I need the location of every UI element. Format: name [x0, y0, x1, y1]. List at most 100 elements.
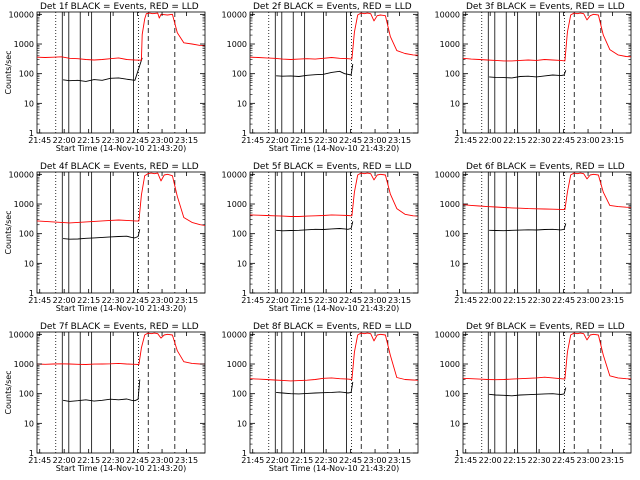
- panel-det-4f: Det 4f BLACK = Events, RED = LLD 21:45 22:…: [0, 160, 213, 320]
- x-tick-label: 22:00: [479, 136, 502, 145]
- series-line-events: [63, 57, 143, 82]
- x-axis-label: Start Time (14-Nov-10 21:43:20): [269, 304, 399, 313]
- x-tick-label: 23:00: [151, 296, 174, 305]
- series-line-events: [63, 379, 141, 402]
- y-tick-label: 1: [455, 129, 460, 138]
- chart-title: Det 9f BLACK = Events, RED = LLD: [466, 322, 625, 332]
- series-line-events: [489, 387, 567, 397]
- y-tick-label: 10: [237, 259, 247, 268]
- x-tick-label: 21:45: [28, 136, 51, 145]
- x-tick-label: 22:30: [315, 296, 338, 305]
- plot-area: [463, 332, 631, 453]
- y-tick-label: 100: [445, 70, 460, 79]
- x-tick-label: 22:00: [266, 456, 289, 465]
- x-tick-label: 22:00: [266, 296, 289, 305]
- y-tick-label: 10: [450, 259, 460, 268]
- y-axis-label: Counts/sec: [4, 370, 13, 414]
- y-tick-label: 100: [232, 230, 247, 239]
- series-line-events: [276, 64, 354, 77]
- x-tick-label: 23:15: [601, 456, 624, 465]
- x-tick-label: 22:30: [102, 296, 125, 305]
- y-tick-label: 1000: [227, 360, 247, 369]
- x-tick-label: 23:15: [175, 456, 198, 465]
- x-tick-label: 21:45: [241, 456, 264, 465]
- y-tick-label: 1: [242, 449, 247, 458]
- y-tick-label: 10: [237, 99, 247, 108]
- x-tick-label: 22:45: [552, 136, 575, 145]
- plot-frame: [249, 331, 419, 454]
- series-line-lld: [37, 12, 205, 61]
- series-line-events: [276, 381, 354, 395]
- x-tick-label: 22:45: [552, 296, 575, 305]
- y-tick-label: 1: [29, 449, 34, 458]
- panel-det-9f: Det 9f BLACK = Events, RED = LLD 21:45 22:…: [426, 320, 639, 480]
- x-axis-label: Start Time (14-Nov-10 21:43:20): [56, 144, 186, 153]
- y-tick-label: 1000: [440, 200, 460, 209]
- x-tick-label: 22:15: [503, 296, 526, 305]
- y-tick-label: 100: [232, 70, 247, 79]
- x-tick-label: 23:00: [577, 136, 600, 145]
- y-tick-label: 100: [19, 390, 34, 399]
- x-tick-label: 22:15: [503, 136, 526, 145]
- chart-title: Det 7f BLACK = Events, RED = LLD: [40, 322, 199, 332]
- y-tick-label: 10000: [435, 170, 460, 179]
- plot-area: [37, 12, 205, 133]
- x-tick-label: 22:30: [528, 136, 551, 145]
- x-tick-label: 22:15: [503, 456, 526, 465]
- y-tick-label: 10: [237, 419, 247, 428]
- panel-det-2f: Det 2f BLACK = Events, RED = LLD 21:45 22:…: [213, 0, 426, 160]
- panel-det-8f: Det 8f BLACK = Events, RED = LLD 21:45 22:…: [213, 320, 426, 480]
- x-axis-label: Start Time (14-Nov-10 21:43:20): [56, 304, 186, 313]
- y-tick-label: 1000: [14, 40, 34, 49]
- x-tick-label: 21:45: [28, 296, 51, 305]
- chart-title: Det 8f BLACK = Events, RED = LLD: [253, 322, 412, 332]
- x-tick-label: 22:15: [77, 456, 100, 465]
- plot-frame: [462, 171, 632, 294]
- x-tick-label: 23:15: [175, 296, 198, 305]
- y-tick-label: 1: [29, 289, 34, 298]
- y-tick-label: 1: [455, 449, 460, 458]
- x-tick-label: 22:15: [290, 296, 313, 305]
- panel-det-7f: Det 7f BLACK = Events, RED = LLD 21:45 22:…: [0, 320, 213, 480]
- y-tick-label: 1000: [227, 40, 247, 49]
- series-line-lld: [250, 12, 418, 60]
- series-line-events: [276, 221, 354, 232]
- x-tick-label: 22:45: [126, 456, 149, 465]
- panel-det-6f: Det 6f BLACK = Events, RED = LLD 21:45 22:…: [426, 160, 639, 320]
- y-tick-label: 100: [19, 230, 34, 239]
- x-tick-label: 22:15: [290, 456, 313, 465]
- series-line-lld: [463, 12, 631, 62]
- x-tick-label: 22:30: [102, 136, 125, 145]
- x-tick-label: 22:45: [126, 136, 149, 145]
- y-axis-label: Counts/sec: [4, 50, 13, 94]
- x-tick-label: 22:30: [528, 456, 551, 465]
- y-tick-label: 10: [450, 99, 460, 108]
- x-tick-label: 22:00: [53, 296, 76, 305]
- series-line-events: [63, 229, 141, 240]
- x-axis-label: Start Time (14-Nov-10 21:43:20): [269, 464, 399, 473]
- x-tick-label: 23:15: [601, 296, 624, 305]
- x-tick-label: 23:15: [388, 456, 411, 465]
- plot-frame: [36, 331, 206, 454]
- x-tick-label: 22:30: [315, 456, 338, 465]
- y-tick-label: 1000: [14, 360, 34, 369]
- y-tick-label: 10: [24, 419, 34, 428]
- x-tick-label: 22:00: [479, 456, 502, 465]
- y-tick-label: 1: [29, 129, 34, 138]
- x-tick-label: 23:00: [577, 456, 600, 465]
- x-tick-label: 23:00: [151, 136, 174, 145]
- x-tick-label: 22:45: [126, 296, 149, 305]
- x-tick-label: 21:45: [454, 456, 477, 465]
- x-tick-label: 22:30: [528, 296, 551, 305]
- x-tick-label: 23:15: [601, 136, 624, 145]
- x-tick-label: 22:00: [479, 296, 502, 305]
- x-tick-label: 21:45: [241, 296, 264, 305]
- chart-title: Det 1f BLACK = Events, RED = LLD: [40, 2, 199, 12]
- y-tick-label: 10000: [435, 330, 460, 339]
- y-tick-label: 1: [242, 129, 247, 138]
- x-tick-label: 21:45: [454, 296, 477, 305]
- x-tick-label: 21:45: [454, 136, 477, 145]
- y-tick-label: 10: [24, 99, 34, 108]
